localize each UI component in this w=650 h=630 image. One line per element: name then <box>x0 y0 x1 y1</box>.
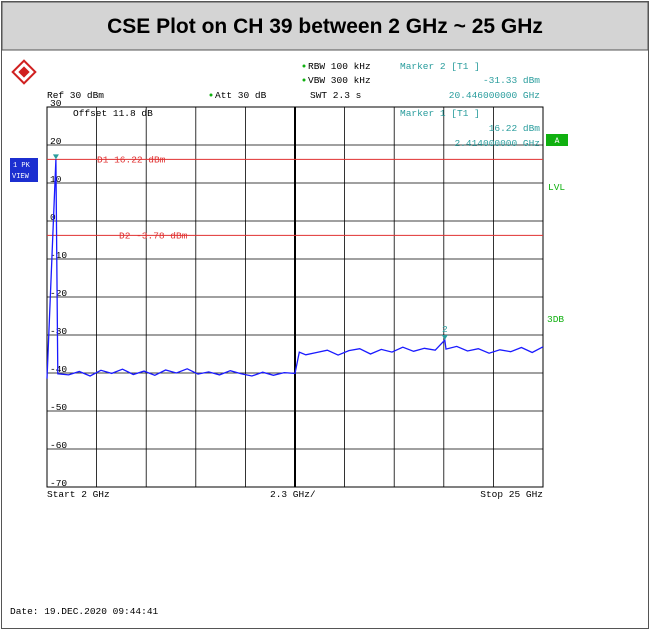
annotation: Marker 1 [T1 ] <box>400 108 480 119</box>
annotation: LVL <box>548 182 565 193</box>
y-tick-label: 30 <box>50 98 62 109</box>
annotation: Att 30 dB <box>215 90 267 101</box>
logo <box>11 59 37 85</box>
trace-badge-text: 1 PK <box>13 162 31 170</box>
annotation: Date: 19.DEC.2020 09:44:41 <box>10 606 159 617</box>
y-tick-label: -50 <box>50 402 67 413</box>
y-tick-label: -60 <box>50 440 67 451</box>
marker <box>441 335 448 341</box>
annotation: VBW 300 kHz <box>308 75 371 86</box>
setting-dot <box>302 64 306 68</box>
trace <box>46 159 544 379</box>
chart-title: CSE Plot on CH 39 between 2 GHz ~ 25 GHz <box>107 15 543 38</box>
marker-label: 2 <box>442 324 448 335</box>
title-bar <box>1 1 649 51</box>
annotation: Start 2 GHz <box>47 489 110 500</box>
annotation: 20.446000000 GHz <box>449 90 540 101</box>
annotation: RBW 100 kHz <box>308 61 371 72</box>
annotation: 3DB <box>547 314 564 325</box>
y-tick-label: 20 <box>50 136 62 147</box>
annotation: 2.414000000 GHz <box>454 138 540 149</box>
trace-badge-text: VIEW <box>12 173 30 181</box>
annotation: -31.33 dBm <box>483 75 540 86</box>
annotation: 2.3 GHz/ <box>270 489 316 500</box>
annotation: Offset 11.8 dB <box>73 108 153 119</box>
setting-dot <box>302 78 306 82</box>
annotation: 16.22 dBm <box>489 123 541 134</box>
trace-badge <box>10 158 38 182</box>
annotation: Marker 2 [T1 ] <box>400 61 480 72</box>
setting-dot <box>209 93 213 97</box>
display-line-label: D1 16.22 dBm <box>97 154 166 165</box>
annotation: SWT 2.3 s <box>310 90 361 101</box>
marker <box>52 154 59 160</box>
annotation: Ref 30 dBm <box>47 90 104 101</box>
y-tick-label: -40 <box>50 364 67 375</box>
badge-a <box>546 134 568 146</box>
annotation: Stop 25 GHz <box>480 489 543 500</box>
display-line-label: D2 -3.78 dBm <box>119 230 188 241</box>
y-tick-label: -30 <box>50 326 67 337</box>
badge-a-text: A <box>555 137 560 146</box>
y-tick-label: -70 <box>50 478 67 489</box>
y-tick-label: -20 <box>50 288 67 299</box>
y-tick-label: -10 <box>50 250 67 261</box>
